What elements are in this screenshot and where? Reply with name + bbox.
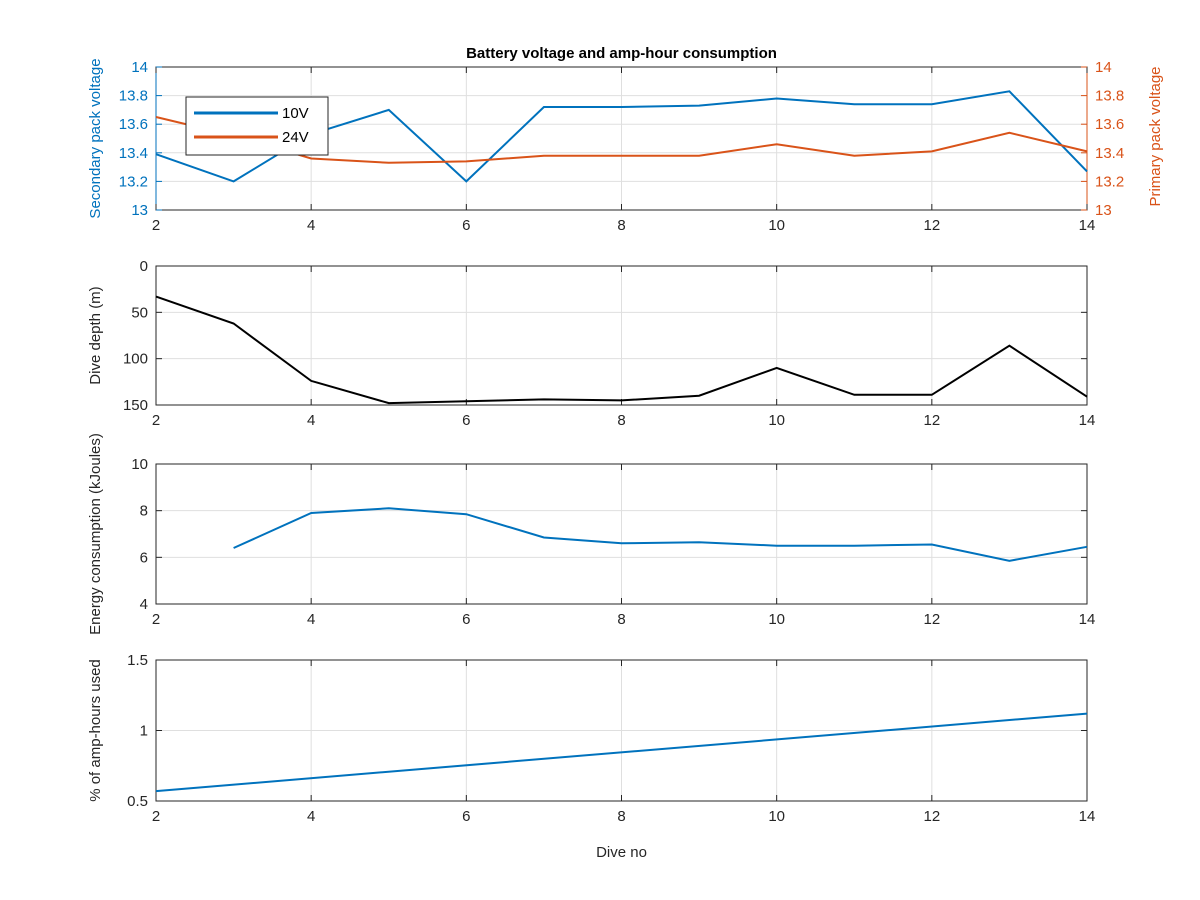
y-tick-label: 100 bbox=[123, 351, 148, 368]
series-line-4-1 bbox=[155, 712, 1088, 793]
x-tick-label: 6 bbox=[462, 412, 470, 429]
x-tick-label: 6 bbox=[462, 808, 470, 825]
y-tick-label: 13.6 bbox=[119, 116, 148, 133]
y-tick-label: 4 bbox=[140, 596, 148, 613]
x-tick-label: 8 bbox=[617, 217, 625, 234]
x-tick-label: 10 bbox=[768, 611, 785, 628]
y-tick-label: 50 bbox=[131, 304, 148, 321]
x-tick-label: 6 bbox=[462, 217, 470, 234]
legend-label: 10V bbox=[282, 105, 309, 122]
x-tick-label: 14 bbox=[1079, 412, 1096, 429]
y-tick-label-right: 13.2 bbox=[1095, 173, 1124, 190]
x-axis-label: Dive no bbox=[596, 844, 647, 861]
y-tick-label: 13.4 bbox=[119, 145, 148, 162]
x-tick-label: 4 bbox=[307, 808, 315, 825]
y-axis-label: % of amp-hours used bbox=[87, 659, 104, 802]
y-tick-label: 13.8 bbox=[119, 88, 148, 105]
x-tick-label: 2 bbox=[152, 412, 160, 429]
legend-box bbox=[185, 96, 329, 156]
y-tick-label: 150 bbox=[123, 397, 148, 414]
x-tick-label: 14 bbox=[1079, 611, 1096, 628]
x-tick-label: 6 bbox=[462, 611, 470, 628]
y-tick-label-right: 14 bbox=[1095, 59, 1112, 76]
x-tick-label: 14 bbox=[1079, 808, 1096, 825]
subplot-2: 2 4 6 8 10 12 14 0 50 100 150 Dive depth (m) bbox=[87, 258, 1095, 429]
y-tick-label: 10 bbox=[131, 456, 148, 473]
series-line-3-1 bbox=[233, 507, 1088, 562]
x-tick-label: 8 bbox=[617, 611, 625, 628]
y-tick-label: 14 bbox=[131, 59, 148, 76]
x-tick-label: 4 bbox=[307, 412, 315, 429]
y-tick-label: 0 bbox=[140, 258, 148, 275]
chart-title: Battery voltage and amp-hour consumption bbox=[466, 45, 777, 62]
x-tick-label: 10 bbox=[768, 217, 785, 234]
x-tick-label: 2 bbox=[152, 611, 160, 628]
subplot-1: 2 4 6 8 10 12 141313.213.413.613.8141313.213.4… bbox=[87, 45, 1164, 234]
x-tick-label: 8 bbox=[617, 808, 625, 825]
x-tick-label: 4 bbox=[307, 611, 315, 628]
x-tick-label: 12 bbox=[923, 412, 940, 429]
y-tick-label-right: 13 bbox=[1095, 202, 1112, 219]
y-tick-label: 1.5 bbox=[127, 652, 148, 669]
y-axis-label: Energy consumption (kJoules) bbox=[87, 433, 104, 635]
y-axis-label: Secondary pack voltage bbox=[87, 58, 104, 218]
y-axis-label: Dive depth (m) bbox=[87, 286, 104, 384]
y-tick-label: 8 bbox=[140, 503, 148, 520]
y-tick-label-right: 13.4 bbox=[1095, 145, 1124, 162]
y-axis-label-right: Primary pack voltage bbox=[1147, 66, 1164, 206]
x-tick-label: 2 bbox=[152, 217, 160, 234]
x-tick-label: 12 bbox=[923, 217, 940, 234]
x-tick-label: 4 bbox=[307, 217, 315, 234]
subplot-4: 2 4 6 8 10 12 14 0.5 1 1.5 % of amp-hours used Dive… bbox=[87, 652, 1095, 861]
y-tick-label: 13 bbox=[131, 202, 148, 219]
x-tick-label: 2 bbox=[152, 808, 160, 825]
y-tick-label: 1 bbox=[140, 723, 148, 740]
x-tick-label: 10 bbox=[768, 412, 785, 429]
legend-label: 24V bbox=[282, 129, 309, 146]
y-tick-label-right: 13.8 bbox=[1095, 88, 1124, 105]
y-tick-label: 6 bbox=[140, 549, 148, 566]
y-tick-label: 0.5 bbox=[127, 793, 148, 810]
series-line-24v bbox=[155, 116, 1088, 164]
series-line-2-1 bbox=[155, 295, 1088, 405]
x-tick-label: 14 bbox=[1079, 217, 1096, 234]
x-tick-label: 12 bbox=[923, 611, 940, 628]
y-tick-label-right: 13.6 bbox=[1095, 116, 1124, 133]
x-tick-label: 12 bbox=[923, 808, 940, 825]
y-tick-label: 13.2 bbox=[119, 173, 148, 190]
x-tick-label: 8 bbox=[617, 412, 625, 429]
x-tick-label: 10 bbox=[768, 808, 785, 825]
